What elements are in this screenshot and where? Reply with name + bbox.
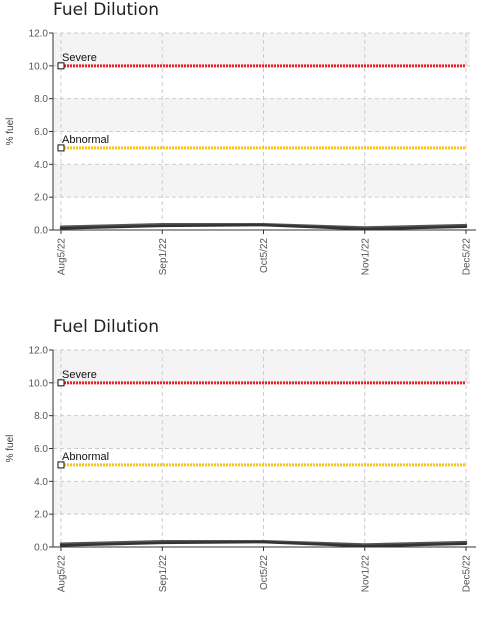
x-tick-label: Oct5/22 xyxy=(259,555,270,590)
fuel-dilution-chart: 0.0 2.0 4.0 6.0 8.0 10.0 12.0 Aug5/22 Sep1/22 Oct… xyxy=(5,29,476,276)
y-tick-label: 12.0 xyxy=(29,29,49,40)
y-tick-label: 10.0 xyxy=(29,61,49,72)
fuel-dilution-chart: 0.0 2.0 4.0 6.0 8.0 10.0 12.0 Aug5/22 Sep1/22 Oct… xyxy=(5,346,476,593)
x-tick-label: Sep1/22 xyxy=(158,555,169,593)
x-tick-label: Aug5/22 xyxy=(57,238,68,276)
series-point xyxy=(161,224,164,228)
x-tick-label: Oct5/22 xyxy=(259,238,270,273)
y-tick-label: 6.0 xyxy=(34,444,48,455)
series-point xyxy=(363,227,366,231)
plot-band xyxy=(53,415,470,449)
x-tick-label: Dec5/22 xyxy=(462,555,473,593)
y-tick-label: 6.0 xyxy=(34,127,48,138)
threshold-marker xyxy=(57,379,65,387)
x-tick-label: Sep1/22 xyxy=(158,238,169,276)
series-point xyxy=(464,225,468,228)
chart-panel-1: Fuel Dilution 0.0 2.0 4.0 6.0 8.0 10.0 12.0 Aug… xyxy=(0,0,478,300)
y-tick-label: 0.0 xyxy=(34,226,48,237)
y-tick-label: 2.0 xyxy=(34,510,48,521)
plot-band xyxy=(53,350,470,383)
y-tick-label: 2.0 xyxy=(34,193,48,204)
x-tick-label: Aug5/22 xyxy=(57,555,68,593)
chart-title: Fuel Dilution xyxy=(53,0,160,20)
x-tick-label: Nov1/22 xyxy=(360,238,371,276)
y-tick-label: 4.0 xyxy=(34,477,48,488)
y-tick-label: 8.0 xyxy=(34,94,48,105)
chart-title: Fuel Dilution xyxy=(53,317,160,337)
chart-panel-2: Fuel Dilution 0.0 2.0 4.0 6.0 8.0 10.0 12.0 Aug… xyxy=(0,317,478,617)
series-point xyxy=(59,227,63,230)
series-point xyxy=(464,542,468,545)
x-tick-label: Dec5/22 xyxy=(462,238,473,276)
threshold-label: Severe xyxy=(62,369,97,381)
plot-band xyxy=(53,481,470,515)
series-point xyxy=(59,544,63,547)
series-point xyxy=(262,223,265,227)
threshold-label: Severe xyxy=(62,52,97,64)
y-tick-label: 8.0 xyxy=(34,411,48,422)
y-tick-label: 10.0 xyxy=(29,378,49,389)
plot-band xyxy=(53,33,470,66)
x-tick-label: Nov1/22 xyxy=(360,555,371,593)
y-tick-label: 4.0 xyxy=(34,160,48,171)
y-tick-label: 0.0 xyxy=(34,543,48,554)
plot-band xyxy=(53,98,470,132)
y-axis-label: % fuel xyxy=(5,435,16,463)
plot-band xyxy=(53,164,470,198)
y-axis-label: % fuel xyxy=(5,118,16,146)
threshold-label: Abnormal xyxy=(62,451,109,463)
series-point xyxy=(363,544,366,548)
series-point xyxy=(161,541,164,545)
threshold-marker xyxy=(57,62,65,70)
y-tick-label: 12.0 xyxy=(29,346,49,357)
series-point xyxy=(262,540,265,544)
threshold-marker xyxy=(57,144,65,152)
threshold-label: Abnormal xyxy=(62,134,109,146)
threshold-marker xyxy=(57,461,65,469)
